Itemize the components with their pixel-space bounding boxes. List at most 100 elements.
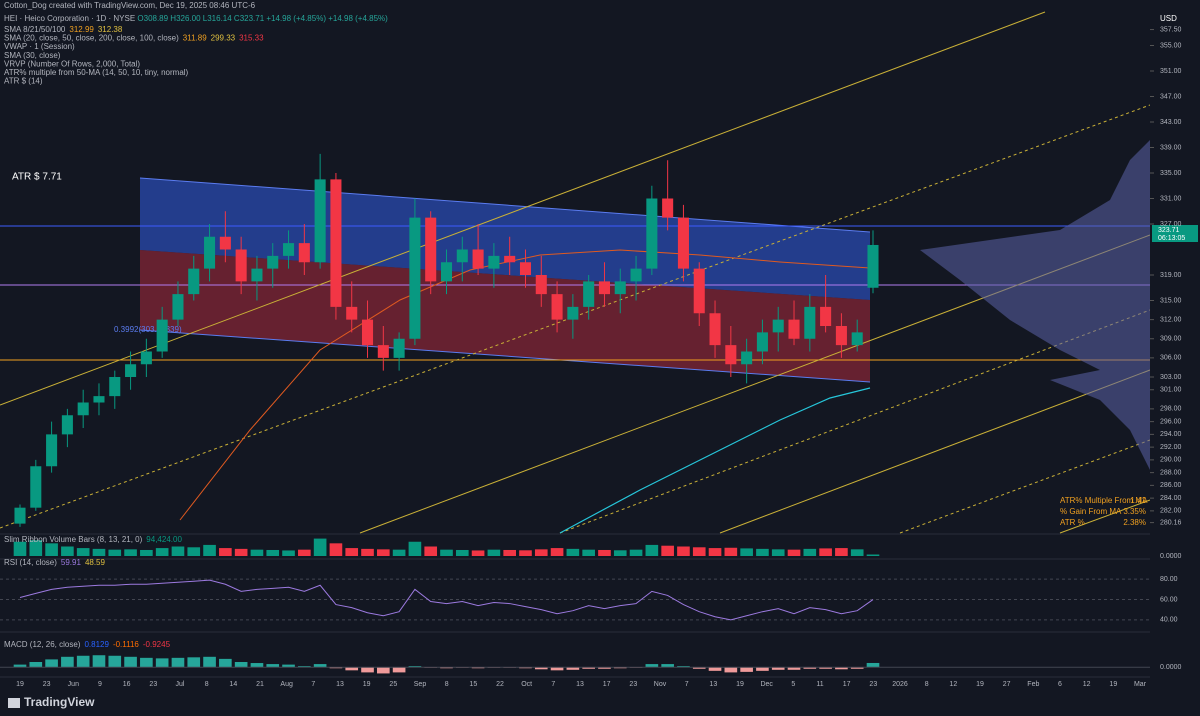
- stat-label: % Gain From MA: [1060, 507, 1122, 516]
- candle-body: [535, 275, 547, 295]
- candle-body: [867, 244, 879, 288]
- indicator-legend: SMA 8/21/50/100 312.99 312.38: [4, 25, 123, 34]
- indicator-value: 312.99: [69, 25, 94, 34]
- volume-bar: [313, 538, 327, 556]
- volume-bar: [234, 548, 248, 556]
- date-label: 12: [1083, 681, 1091, 688]
- volume-bar: [645, 544, 659, 556]
- indicator-name: ATR $ (14): [4, 77, 43, 86]
- volume-bar: [345, 548, 359, 556]
- candle-body: [283, 243, 295, 256]
- macd-bar: [519, 667, 532, 669]
- candle-body: [709, 313, 721, 346]
- price-tick-label: 298.00: [1160, 406, 1182, 413]
- candle-body: [504, 255, 516, 263]
- date-label: Mar: [1134, 681, 1147, 688]
- footer: [0, 690, 1200, 716]
- candle-body: [93, 396, 105, 403]
- candle-body: [662, 198, 674, 218]
- date-label: 7: [685, 681, 689, 688]
- volume-bar: [76, 548, 90, 556]
- indicator-name: SMA (20, close, 50, close, 200, close, 1…: [4, 34, 179, 43]
- volume-bar: [708, 548, 722, 556]
- macd-bar: [298, 666, 311, 668]
- date-label: Nov: [654, 681, 667, 688]
- sma-100: [559, 387, 871, 534]
- indicator-name: VWAP · 1 (Session): [4, 42, 75, 51]
- candle-body: [851, 332, 863, 346]
- macd-bar: [250, 663, 264, 668]
- macd-name: MACD (12, 26, close): [4, 640, 81, 649]
- volume-name: Slim Ribbon Volume Bars (8, 13, 21, 0): [4, 535, 143, 544]
- candle-body: [330, 179, 342, 307]
- volume-bar: [29, 540, 43, 556]
- macd-bar: [771, 667, 785, 670]
- volume-bar: [598, 549, 611, 556]
- date-label: Feb: [1027, 681, 1039, 688]
- date-label: 19: [976, 681, 984, 688]
- candle-body: [725, 345, 737, 365]
- channel-edge: [139, 329, 871, 383]
- volume-bar: [771, 549, 785, 556]
- volume-bar: [408, 541, 422, 556]
- candle-body: [425, 217, 437, 282]
- macd-bar: [408, 666, 422, 668]
- date-label: Oct: [521, 681, 532, 688]
- rsi-value: 48.59: [85, 558, 106, 567]
- date-label: 6: [1058, 681, 1062, 688]
- price-tick-label: 296.00: [1160, 418, 1182, 425]
- rsi-legend: RSI (14, close) 59.91 48.59: [4, 558, 106, 567]
- date-label: 13: [576, 681, 584, 688]
- macd-bar: [440, 667, 453, 669]
- macd-bar: [566, 667, 580, 670]
- price-tick-label: 280.16: [1160, 519, 1182, 526]
- volume-bar: [519, 550, 532, 556]
- date-label: 13: [336, 681, 344, 688]
- macd-value: -0.9245: [143, 640, 171, 649]
- macd-bar: [266, 664, 280, 668]
- candle-body: [156, 319, 168, 352]
- macd-bar: [361, 667, 374, 673]
- date-label: 15: [469, 681, 477, 688]
- candle-body: [630, 268, 642, 282]
- macd-bar: [329, 667, 343, 669]
- price-tick-label: 347.00: [1160, 93, 1182, 100]
- price-tick-label: 282.00: [1160, 508, 1182, 515]
- date-label: 13: [709, 681, 717, 688]
- candle-body: [377, 345, 389, 358]
- candle-body: [188, 268, 200, 295]
- fib-label: 0.3992(303.77339): [114, 325, 182, 334]
- macd-bar: [187, 657, 201, 668]
- volume-bar: [424, 546, 438, 556]
- volume-last: 94,424.00: [146, 535, 182, 544]
- volume-bar: [250, 549, 264, 556]
- volume-bar: [503, 549, 517, 556]
- stat-label: ATR %: [1060, 518, 1085, 527]
- macd-bar: [313, 664, 327, 668]
- candle-body: [598, 281, 610, 295]
- price-tick-label: 351.00: [1160, 68, 1182, 75]
- volume-bar: [140, 549, 153, 556]
- channel-lower: [140, 250, 870, 382]
- volume-bar: [108, 549, 122, 556]
- candle-body: [788, 319, 800, 339]
- macd-bar: [219, 658, 232, 668]
- volume-bar: [376, 549, 390, 556]
- volume-legend: Slim Ribbon Volume Bars (8, 13, 21, 0) 94…: [4, 535, 182, 544]
- macd-bar: [282, 664, 295, 668]
- date-label: Jul: [176, 681, 185, 688]
- price-tick-label: 315.00: [1160, 297, 1182, 304]
- price-tick-label: 288.00: [1160, 469, 1182, 476]
- indicator-legend: VRVP (Number Of Rows, 2,000, Total): [4, 60, 140, 69]
- volume-bar: [13, 541, 27, 556]
- candle-body: [693, 268, 705, 314]
- candle-body: [472, 249, 484, 269]
- date-label: 17: [843, 681, 851, 688]
- date-label: Sep: [414, 681, 427, 688]
- candle-body: [614, 281, 626, 295]
- macd-bar: [724, 667, 738, 673]
- currency: USD: [1160, 14, 1177, 23]
- macd-bar: [740, 667, 753, 672]
- macd-bar: [850, 667, 864, 669]
- stat-label: ATR% Multiple From MA: [1060, 496, 1148, 505]
